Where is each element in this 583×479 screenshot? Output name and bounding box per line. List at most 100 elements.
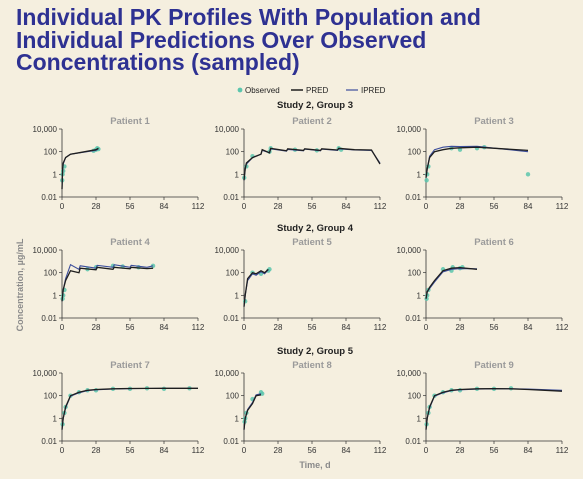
panel-6: Patient 6 0.01 1 100 10,000 0 28 56 84 112 — [397, 237, 569, 332]
x-tick-label: 0 — [242, 202, 247, 211]
ipred-line — [61, 387, 198, 430]
x-tick-label: 112 — [374, 202, 387, 211]
y-tick-label: 0.01 — [41, 437, 57, 446]
x-tick-label: 56 — [126, 202, 135, 211]
x-tick-label: 56 — [308, 323, 317, 332]
y-tick-label: 10,000 — [215, 125, 240, 134]
group-title-1: Study 2, Group 3 — [277, 100, 353, 111]
y-tick-label: 1 — [53, 291, 58, 300]
panel-title: Patient 9 — [474, 360, 514, 371]
y-tick-label: 1 — [417, 414, 422, 423]
x-tick-label: 84 — [342, 446, 351, 455]
y-tick-label: 1 — [235, 291, 240, 300]
y-tick-label: 100 — [226, 148, 240, 157]
x-tick-label: 112 — [192, 446, 205, 455]
y-tick-label: 10,000 — [33, 246, 58, 255]
panel-1: Patient 1 0.01 1 100 10,000 0 28 56 84 112 — [33, 116, 205, 211]
x-tick-label: 28 — [92, 446, 101, 455]
x-tick-label: 56 — [490, 323, 499, 332]
ipred-line — [243, 148, 381, 181]
y-tick-label: 10,000 — [33, 125, 58, 134]
x-tick-label: 112 — [556, 323, 569, 332]
ipred-line — [61, 148, 99, 190]
y-tick-label: 10,000 — [397, 125, 422, 134]
x-tick-label: 0 — [242, 323, 247, 332]
group-title-3: Study 2, Group 5 — [277, 346, 354, 357]
panel-9: Patient 9 0.01 1 100 10,000 0 28 56 84 112 — [397, 360, 569, 455]
x-tick-label: 0 — [60, 446, 65, 455]
y-tick-label: 0.01 — [405, 437, 421, 446]
y-tick-label: 1 — [417, 170, 422, 179]
x-tick-label: 28 — [274, 446, 283, 455]
x-tick-label: 56 — [490, 446, 499, 455]
pred-line — [61, 147, 99, 190]
panel-title: Patient 3 — [474, 116, 514, 127]
panel-4: Patient 4 0.01 1 100 10,000 0 28 56 84 112 — [33, 237, 205, 332]
x-tick-label: 84 — [160, 202, 169, 211]
pred-line — [61, 266, 154, 302]
x-tick-label: 112 — [192, 202, 205, 211]
x-tick-label: 28 — [456, 446, 465, 455]
ipred-line — [425, 268, 478, 299]
observed-point — [525, 172, 531, 177]
x-tick-label: 84 — [160, 446, 169, 455]
panel-title: Patient 1 — [110, 116, 150, 127]
legend-pred-label: PRED — [306, 86, 328, 95]
pred-line — [425, 146, 529, 178]
x-tick-label: 28 — [456, 202, 465, 211]
y-tick-label: 100 — [44, 269, 58, 278]
x-tick-label: 28 — [92, 323, 101, 332]
x-tick-label: 28 — [274, 323, 283, 332]
x-tick-label: 84 — [524, 202, 533, 211]
chart-title: Individual PK Profiles With Population a… — [16, 6, 576, 74]
y-tick-label: 100 — [408, 269, 422, 278]
x-tick-label: 112 — [374, 323, 387, 332]
pred-line — [243, 268, 269, 307]
y-tick-label: 100 — [408, 392, 422, 401]
y-tick-label: 10,000 — [215, 246, 240, 255]
x-tick-label: 28 — [274, 202, 283, 211]
y-tick-label: 0.01 — [223, 193, 239, 202]
panel-title: Patient 8 — [292, 360, 332, 371]
x-tick-label: 84 — [160, 323, 169, 332]
y-tick-label: 10,000 — [215, 369, 240, 378]
panel-title: Patient 6 — [474, 237, 514, 248]
x-tick-label: 84 — [342, 202, 351, 211]
y-tick-label: 0.01 — [405, 193, 421, 202]
legend: Observed PRED IPRED — [237, 86, 386, 95]
x-tick-label: 112 — [192, 323, 205, 332]
x-tick-label: 84 — [524, 323, 533, 332]
pred-line — [243, 394, 262, 430]
x-tick-label: 0 — [424, 323, 429, 332]
y-tick-label: 0.01 — [41, 193, 57, 202]
panel-8: Patient 8 0.01 1 100 10,000 0 28 56 84 112 — [215, 360, 387, 455]
ipred-line — [61, 263, 154, 302]
x-tick-label: 56 — [126, 446, 135, 455]
observed-point — [457, 147, 463, 152]
x-tick-label: 0 — [60, 323, 65, 332]
x-tick-label: 84 — [524, 446, 533, 455]
y-tick-label: 10,000 — [397, 369, 422, 378]
y-tick-label: 100 — [44, 392, 58, 401]
x-axis-label: Time, d — [299, 460, 330, 470]
y-tick-label: 100 — [226, 392, 240, 401]
ipred-line — [425, 388, 563, 430]
x-tick-label: 112 — [556, 446, 569, 455]
panel-3: Patient 3 0.01 1 100 10,000 0 28 56 84 112 — [397, 116, 569, 211]
y-tick-label: 100 — [226, 269, 240, 278]
y-tick-label: 1 — [235, 414, 240, 423]
x-tick-label: 56 — [126, 323, 135, 332]
y-tick-label: 0.01 — [223, 314, 239, 323]
x-tick-label: 56 — [308, 202, 317, 211]
pred-line — [243, 147, 381, 181]
y-tick-label: 100 — [44, 148, 58, 157]
pred-line — [425, 266, 478, 299]
x-tick-label: 0 — [242, 446, 247, 455]
panel-5: Patient 5 0.01 1 100 10,000 0 28 56 84 112 — [215, 237, 387, 332]
group-title-2: Study 2, Group 4 — [277, 223, 354, 234]
y-tick-label: 1 — [53, 414, 58, 423]
x-tick-label: 0 — [424, 202, 429, 211]
title-line-2: Individual Predictions Over Observed — [16, 26, 427, 53]
panel-7: Patient 7 0.01 1 100 10,000 0 28 56 84 112 — [33, 360, 205, 455]
